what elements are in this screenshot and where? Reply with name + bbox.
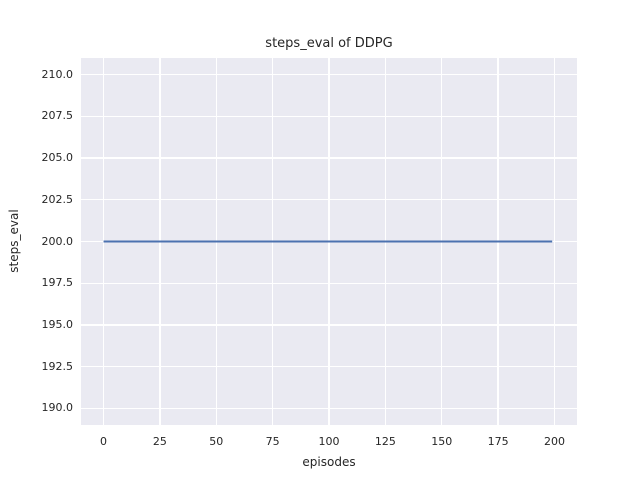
plot-area (81, 58, 577, 425)
gridline-horizontal (81, 282, 577, 284)
y-tick-label: 202.5 (41, 192, 74, 206)
y-tick-label: 192.5 (41, 359, 74, 373)
y-tick-label: 205.0 (41, 151, 74, 165)
y-tick-label: 190.0 (41, 401, 74, 415)
gridline-horizontal (81, 324, 577, 326)
series-layer (103, 240, 553, 243)
x-tick-label: 200 (543, 435, 565, 448)
gridline-horizontal (81, 115, 577, 118)
x-tick-label: 150 (431, 435, 453, 448)
x-tick-label: 50 (209, 435, 224, 448)
x-tick-label: 125 (374, 435, 396, 448)
y-tick-label: 200.0 (41, 234, 74, 248)
x-tick-label: 175 (487, 435, 509, 448)
x-tick-label: 75 (265, 435, 280, 448)
x-tick-label: 25 (152, 435, 167, 448)
y-tick-label: 197.5 (41, 276, 74, 290)
gridline-horizontal (81, 365, 577, 368)
x-tick-label: 0 (100, 435, 108, 448)
x-tick-label: 100 (318, 435, 340, 448)
y-tick-label: 195.0 (41, 317, 74, 331)
gridline-horizontal (81, 199, 577, 201)
gridline-horizontal (81, 407, 577, 409)
x-axis-label: episodes (302, 455, 356, 469)
gridline-horizontal (81, 157, 577, 159)
y-tick-label: 210.0 (41, 67, 74, 81)
chart-title: steps_eval of DDPG (265, 36, 393, 51)
y-tick-label: 207.5 (41, 109, 74, 123)
gridline-horizontal (81, 73, 577, 76)
